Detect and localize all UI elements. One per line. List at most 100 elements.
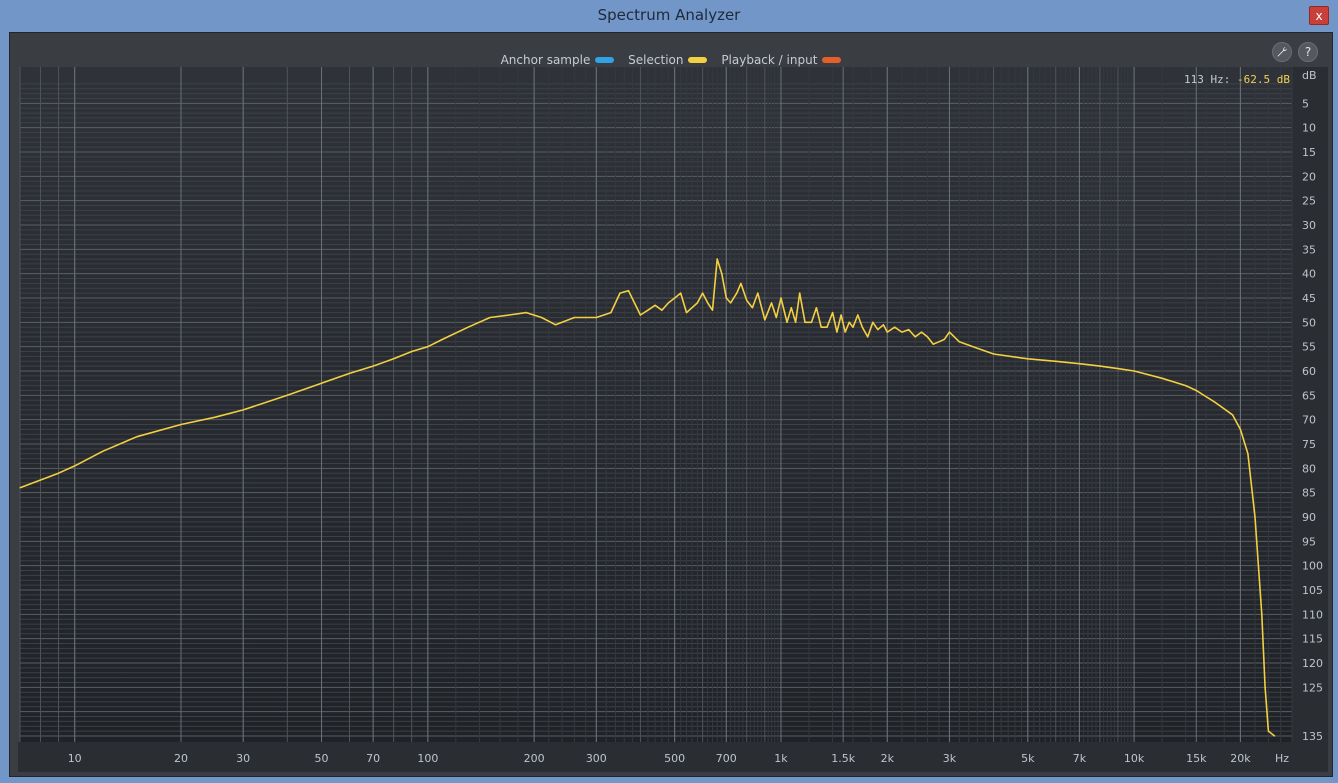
data-point <box>1185 385 1187 387</box>
data-point <box>627 290 630 292</box>
data-point <box>667 302 669 304</box>
data-point <box>1254 516 1256 518</box>
data-point <box>799 292 801 294</box>
data-point <box>1214 402 1217 404</box>
data-point <box>751 307 753 309</box>
data-point <box>1078 363 1080 365</box>
x-tick-label: 700 <box>716 752 737 765</box>
data-point <box>943 338 945 340</box>
data-point <box>764 319 766 321</box>
data-point <box>647 309 649 311</box>
data-point <box>19 487 21 489</box>
y-tick-label: 15 <box>1302 146 1316 159</box>
y-tick-label: 5 <box>1302 97 1309 110</box>
data-point <box>948 331 951 333</box>
data-point <box>914 336 916 338</box>
y-axis-strip <box>1292 67 1328 772</box>
data-point <box>685 312 688 314</box>
y-tick-label: 65 <box>1302 389 1316 402</box>
legend-swatch-selection <box>688 56 708 63</box>
data-point <box>1274 735 1276 737</box>
spectrum-chart[interactable]: 5 10 15 20 25 30 35 40 45 50 55 60 65 70 75 80 85 90 95 100… <box>18 67 1328 772</box>
y-tick-label: 25 <box>1302 195 1316 208</box>
x-tick-label: 20k <box>1230 752 1251 765</box>
data-point <box>1161 377 1163 379</box>
data-point <box>180 423 182 426</box>
window-title: Spectrum Analyzer <box>597 6 741 24</box>
data-point <box>840 314 842 316</box>
legend-selection[interactable]: Selection <box>628 53 708 67</box>
y-tick-label: 135 <box>1302 730 1323 743</box>
x-tick-label: 200 <box>524 752 545 765</box>
data-point <box>707 302 709 304</box>
data-point <box>901 331 903 333</box>
data-point <box>691 307 693 309</box>
data-point <box>716 258 718 260</box>
y-tick-label: 70 <box>1302 414 1316 427</box>
data-point <box>894 326 896 328</box>
data-point <box>441 338 444 340</box>
data-point <box>932 343 934 345</box>
legend-anchor-sample[interactable]: Anchor sample <box>501 53 615 67</box>
data-point <box>920 331 923 333</box>
x-axis-strip <box>18 742 1328 772</box>
data-point <box>674 297 676 299</box>
y-tick-label: 125 <box>1302 681 1323 694</box>
data-point <box>721 273 723 275</box>
y-tick-label: 45 <box>1302 292 1316 305</box>
data-point <box>595 316 597 319</box>
x-tick-label: 10k <box>1124 752 1145 765</box>
data-point <box>926 336 929 338</box>
data-point <box>831 312 834 314</box>
data-point <box>867 336 869 338</box>
y-axis-unit: dB <box>1302 69 1317 82</box>
data-point <box>848 321 850 323</box>
y-tick-label: 95 <box>1302 535 1316 548</box>
data-point <box>74 465 76 467</box>
data-point <box>320 382 323 384</box>
legend-swatch-anchor <box>595 56 615 63</box>
data-point <box>770 302 773 304</box>
data-point <box>810 321 813 323</box>
data-point <box>1117 367 1119 370</box>
data-point <box>1195 389 1197 392</box>
data-point <box>467 326 469 328</box>
data-point <box>1133 370 1135 372</box>
close-button[interactable]: x <box>1309 6 1329 25</box>
data-point <box>804 321 806 323</box>
x-tick-label: 70 <box>366 752 380 765</box>
data-point <box>844 331 846 333</box>
data-point <box>585 316 587 319</box>
data-point <box>411 350 413 353</box>
x-tick-label: 3k <box>943 752 957 765</box>
data-point <box>1231 414 1234 416</box>
legend-label: Anchor sample <box>500 53 591 67</box>
legend-label: Playback / input <box>721 53 818 67</box>
legend-playback-input[interactable]: Playback / input <box>721 53 842 67</box>
y-tick-label: 10 <box>1302 122 1316 135</box>
y-tick-label: 20 <box>1302 170 1316 183</box>
data-point <box>857 314 859 316</box>
data-point <box>610 312 612 314</box>
data-point <box>908 329 910 331</box>
plot-background <box>20 67 1292 742</box>
legend: Anchor sample Selection Playback / input <box>10 53 1332 67</box>
data-point <box>711 309 714 311</box>
y-tick-label: 80 <box>1302 462 1316 475</box>
data-point <box>775 316 777 319</box>
title-bar[interactable]: Spectrum Analyzer x <box>0 0 1338 31</box>
y-tick-label: 60 <box>1302 365 1316 378</box>
data-point <box>654 304 656 306</box>
data-point <box>136 436 138 438</box>
data-point <box>757 292 759 294</box>
data-point <box>393 358 395 360</box>
data-point <box>820 326 822 328</box>
x-tick-label: 15k <box>1186 752 1207 765</box>
help-button[interactable]: ? <box>1298 42 1318 62</box>
y-tick-label: 110 <box>1302 608 1323 621</box>
settings-button[interactable] <box>1272 42 1292 62</box>
data-point <box>992 353 995 355</box>
x-tick-label: 20 <box>174 752 188 765</box>
data-point <box>702 292 704 294</box>
